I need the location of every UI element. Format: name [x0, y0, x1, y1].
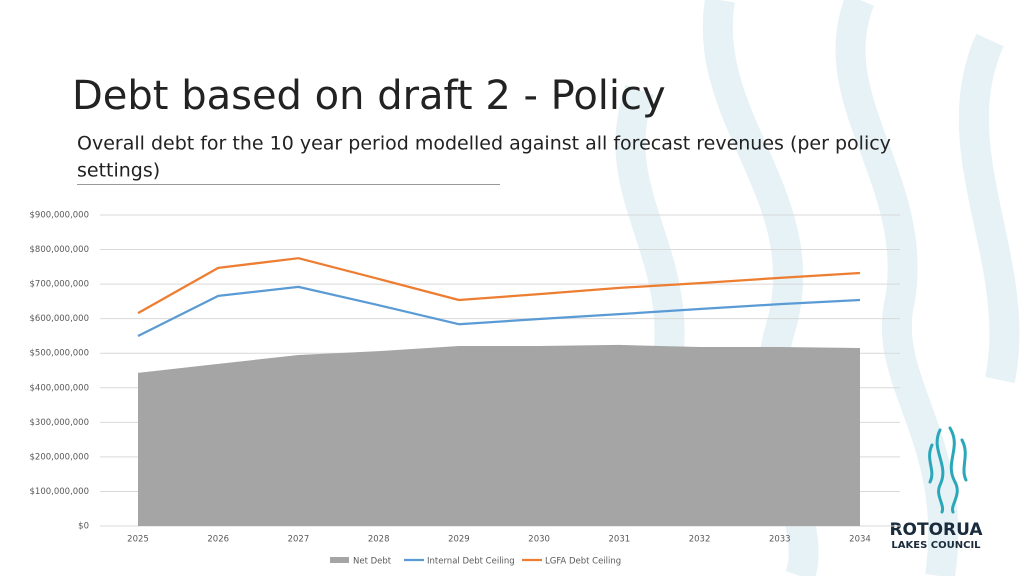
legend-swatch [330, 557, 349, 563]
logo: ROTORUA LAKES COUNCIL [889, 426, 983, 551]
y-tick-label: $100,000,000 [30, 487, 89, 497]
x-tick-label: 2032 [689, 535, 711, 545]
legend-label: Net Debt [353, 557, 392, 567]
area [138, 344, 860, 526]
subtitle-line: Overall debt for the 10 year period mode… [77, 133, 891, 155]
x-tick-label: 2033 [769, 535, 791, 545]
subtitle-line: settings) [77, 160, 160, 182]
y-tick-label: $900,000,000 [30, 211, 89, 221]
legend-label: LGFA Debt Ceiling [545, 557, 621, 567]
x-tick-label: 2026 [207, 535, 229, 545]
y-tick-label: $800,000,000 [30, 245, 89, 255]
x-tick-label: 2034 [849, 535, 871, 545]
x-tick-label: 2031 [609, 535, 631, 545]
y-tick-label: $200,000,000 [30, 452, 89, 462]
x-tick-label: 2027 [288, 535, 310, 545]
line [137, 285, 861, 337]
y-tick-label: $500,000,000 [30, 349, 89, 359]
slide-title: Debt based on draft 2 - Policy [72, 73, 666, 119]
y-tick-label: $400,000,000 [30, 383, 89, 393]
legend-label: Internal Debt Ceiling [427, 557, 515, 567]
logo-text: LAKES COUNCIL [891, 540, 981, 551]
logo-text: ROTORUA [889, 520, 983, 540]
y-tick-label: $600,000,000 [30, 314, 89, 324]
y-tick-label: $300,000,000 [30, 418, 89, 428]
x-tick-label: 2029 [448, 535, 470, 545]
y-tick-label: $700,000,000 [30, 280, 89, 290]
line [137, 257, 861, 315]
x-tick-label: 2028 [368, 535, 390, 545]
y-tick-label: $0 [78, 522, 89, 532]
x-tick-label: 2030 [528, 535, 550, 545]
x-tick-label: 2025 [127, 535, 149, 545]
